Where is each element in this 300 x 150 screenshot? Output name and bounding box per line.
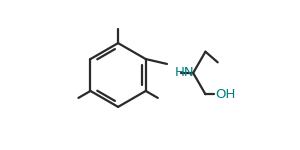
Text: OH: OH xyxy=(215,88,236,101)
Text: HN: HN xyxy=(174,66,194,80)
